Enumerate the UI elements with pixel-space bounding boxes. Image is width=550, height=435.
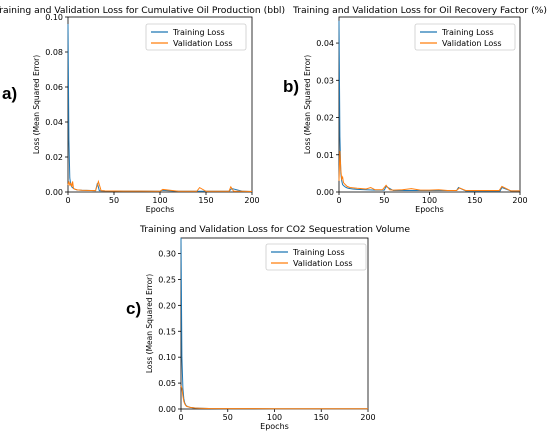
legend-box [145,23,247,51]
x-tick-label: 200 [360,413,375,422]
x-tick-label: 50 [379,196,389,205]
x-tick-label: 50 [109,196,119,205]
y-axis-label: Loss (Mean Squared Error) [303,55,312,154]
chart-title: Training and Validation Loss for Oil Rec… [292,5,547,16]
legend-label-validation-loss: Validation Loss [293,259,353,268]
y-axis-label: Loss (Mean Squared Error) [32,55,41,154]
legend-box [265,243,367,271]
x-tick-label: 0 [336,196,341,205]
x-tick-label: 100 [267,413,282,422]
y-tick-label: 0.10 [158,353,176,362]
x-axis-label: Epochs [415,205,444,214]
validation-loss-line [338,150,520,192]
chart-title: Training and Validation Loss for Cumulat… [0,5,285,16]
panel-label-a: a) [2,84,18,103]
validation-loss-line [67,179,253,192]
y-tick-label: 0.00 [45,188,63,197]
y-tick-label: 0.30 [158,250,176,259]
chart-2: Training and Validation Loss for Oil Rec… [292,5,547,214]
legend-label-training-loss: Training Loss [172,28,225,37]
legend-label-training-loss: Training Loss [292,248,345,257]
chart-title: Training and Validation Loss for CO2 Seq… [139,224,410,235]
panel-label-b: b) [283,77,300,96]
x-tick-label: 200 [244,196,259,205]
y-tick-label: 0.08 [45,48,63,57]
x-tick-label: 50 [223,413,233,422]
x-axis-label: Epochs [146,205,175,214]
y-tick-label: 0.00 [158,405,176,414]
y-tick-label: 0.06 [45,83,63,92]
legend-label-validation-loss: Validation Loss [442,39,502,48]
y-tick-label: 0.02 [45,153,63,162]
x-tick-label: 0 [178,413,183,422]
chart-1: Training and Validation Loss for Cumulat… [0,5,285,214]
validation-loss-line [180,385,368,410]
x-tick-label: 100 [152,196,167,205]
y-tick-label: 0.01 [316,151,334,160]
chart-3: Training and Validation Loss for CO2 Seq… [139,224,410,431]
y-tick-label: 0.15 [158,327,176,336]
x-tick-label: 0 [65,196,70,205]
y-tick-label: 0.10 [45,13,63,22]
y-tick-label: 0.00 [316,188,334,197]
y-axis-label: Loss (Mean Squared Error) [145,274,154,373]
y-tick-label: 0.02 [316,114,334,123]
x-tick-label: 150 [314,413,329,422]
legend-box [414,23,516,51]
x-tick-label: 200 [512,196,527,205]
y-tick-label: 0.05 [158,379,176,388]
y-tick-label: 0.03 [316,76,334,85]
legend-label-training-loss: Training Loss [441,28,494,37]
x-tick-label: 100 [422,196,437,205]
y-tick-label: 0.04 [45,118,63,127]
y-tick-label: 0.20 [158,301,176,310]
y-tick-label: 0.25 [158,275,176,284]
x-tick-label: 150 [198,196,213,205]
legend-label-validation-loss: Validation Loss [173,39,233,48]
x-axis-label: Epochs [260,422,289,431]
y-tick-label: 0.04 [316,39,334,48]
x-tick-label: 150 [467,196,482,205]
panel-label-c: c) [126,299,142,318]
